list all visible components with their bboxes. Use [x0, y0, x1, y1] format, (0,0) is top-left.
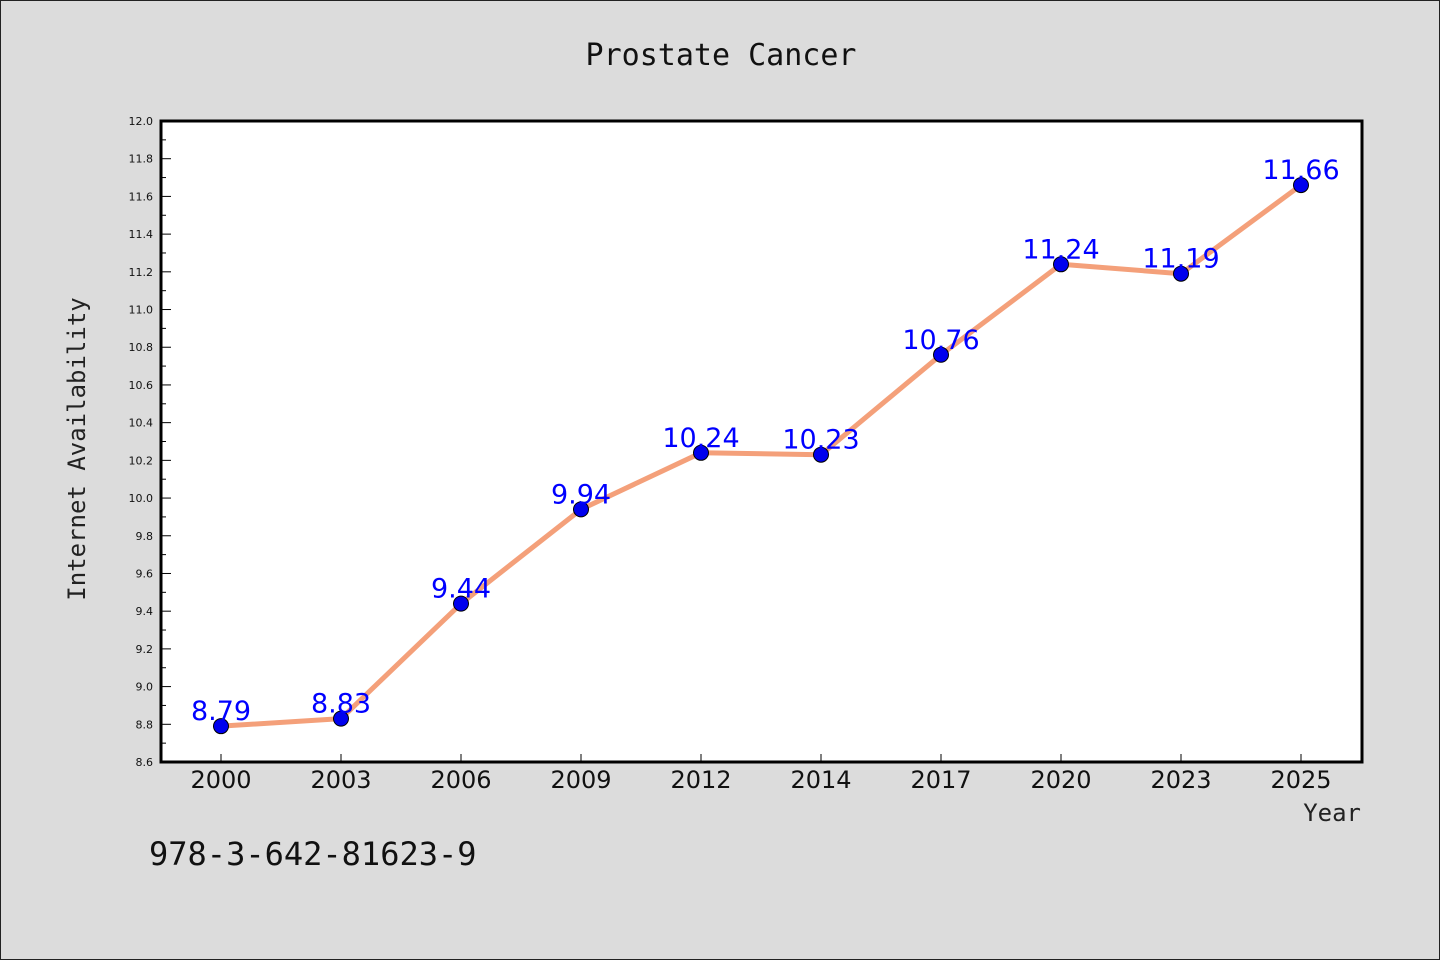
x-tick-label: 2020: [1030, 766, 1091, 794]
data-series: [213, 177, 1309, 735]
y-tick-label: 9.0: [136, 681, 154, 694]
data-label: 10.23: [782, 425, 859, 456]
data-label: 9.94: [551, 479, 611, 510]
data-label: 8.83: [311, 689, 371, 720]
y-axis-ticks: 8.6 8.8 9.0 9.2 9.4 9.6 9.8 10.0 10.2 10.4 10.6 10.…: [129, 115, 171, 769]
x-tick-label: 2000: [190, 766, 251, 794]
x-axis-title: Year: [1303, 799, 1361, 827]
data-label: 9.44: [431, 574, 491, 605]
y-tick-label: 8.6: [136, 756, 154, 769]
y-tick-label: 10.8: [129, 341, 154, 354]
data-point: [333, 710, 349, 727]
data-label: 10.24: [662, 423, 739, 454]
y-tick-label: 9.2: [136, 643, 154, 656]
data-point: [453, 595, 469, 612]
x-tick-label: 2009: [550, 766, 611, 794]
y-tick-label: 11.6: [129, 190, 154, 203]
data-point: [1173, 265, 1189, 282]
y-tick-label: 12.0: [129, 115, 154, 128]
y-tick-label: 9.4: [136, 605, 154, 618]
x-tick-label: 2006: [430, 766, 491, 794]
data-point: [693, 444, 709, 461]
data-labels: 8.79 8.83 9.44 9.94 10.24 10.23 10.76 11.24 11.1…: [191, 155, 1340, 727]
data-point: [1053, 256, 1069, 273]
data-label: 10.76: [902, 325, 979, 356]
x-tick-label: 2014: [790, 766, 851, 794]
y-axis-title: Internet Availability: [63, 297, 91, 600]
y-tick-label: 11.4: [129, 228, 154, 241]
y-tick-label: 11.8: [129, 153, 154, 166]
data-label: 11.66: [1262, 155, 1339, 186]
data-point: [213, 718, 229, 735]
plot-area: [159, 119, 1364, 764]
x-tick-label: 2025: [1270, 766, 1331, 794]
data-label: 11.24: [1022, 234, 1099, 265]
x-tick-label: 2023: [1150, 766, 1211, 794]
x-tick-label: 2003: [310, 766, 371, 794]
series-line: [220, 183, 1303, 729]
x-axis-ticks: 2000 2003 2006 2009 2012 2014 2017 2020 2023 2025: [190, 754, 1332, 794]
y-tick-label: 10.6: [129, 379, 154, 392]
y-tick-label: 9.8: [136, 530, 154, 543]
data-point: [813, 446, 829, 463]
y-tick-label: 9.6: [136, 567, 154, 580]
x-tick-label: 2017: [910, 766, 971, 794]
data-point: [1293, 177, 1309, 194]
isbn-text: 978-3-642-81623-9: [149, 835, 477, 873]
data-label: 11.19: [1142, 244, 1219, 275]
y-tick-label: 11.2: [129, 266, 154, 279]
data-point: [933, 346, 949, 363]
data-point: [573, 501, 589, 518]
y-tick-label: 10.0: [129, 492, 154, 505]
y-tick-label: 10.4: [129, 417, 154, 430]
chart-title: Prostate Cancer: [586, 38, 857, 73]
data-label: 8.79: [191, 696, 251, 727]
y-tick-label: 11.0: [129, 304, 154, 317]
y-tick-label: 8.8: [136, 718, 154, 731]
x-tick-label: 2012: [670, 766, 731, 794]
y-tick-label: 10.2: [129, 454, 154, 467]
